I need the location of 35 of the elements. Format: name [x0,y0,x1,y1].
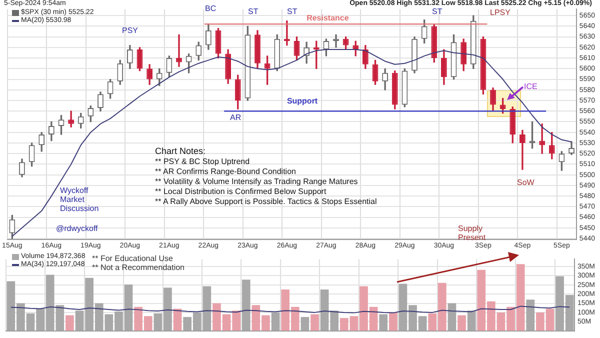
candlestick [520,130,526,170]
annotation: AR [230,113,242,122]
annotation: Supply Present [458,224,487,242]
bar [458,315,466,331]
annotation: ** Not a Recommendation [92,263,184,272]
annotation: ** For Educational Use [92,254,173,263]
annotation: @rdwyckoff [56,224,98,233]
annotation: ICE [524,82,538,91]
annotation: ** AR Confirms Range-Bound Condition [155,167,296,176]
bar [448,303,456,331]
annotation: PSY [122,26,138,35]
bar [388,312,398,331]
annotation: ST [248,7,258,16]
annotation: ST [287,7,298,16]
candlestick [176,34,182,67]
bar [242,280,250,331]
bar [310,314,319,331]
bar [526,300,535,331]
ref-line-label: Resistance [306,13,350,22]
annotation: SoW [517,178,534,187]
annotation: ** Local Distribution is Confirmed Below Support [155,187,326,196]
annotation: ST [432,7,442,16]
annotation: Chart Notes: [155,146,206,156]
bar [271,312,280,331]
bar [66,315,74,331]
bar [467,310,476,331]
annotation: ** PSY & BC Stop Uptrend [155,157,250,166]
annotation: Wyckoff Market Discussion [60,186,100,213]
annotation: BC [205,4,216,13]
annotation: LPSY [490,8,510,17]
ref-line-label: Support [286,96,318,106]
bar [300,317,310,331]
bar [379,314,388,331]
annotation: ** A Rally Above Support is Possible. Tactics & Stops Essential [155,197,377,206]
annotation: ** Volatility & Volume Intensify as Trading Range Matures [155,177,358,186]
